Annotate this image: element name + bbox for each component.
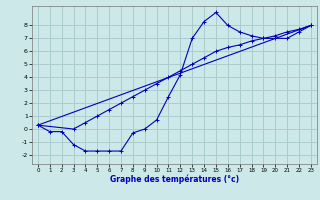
- X-axis label: Graphe des températures (°c): Graphe des températures (°c): [110, 175, 239, 184]
